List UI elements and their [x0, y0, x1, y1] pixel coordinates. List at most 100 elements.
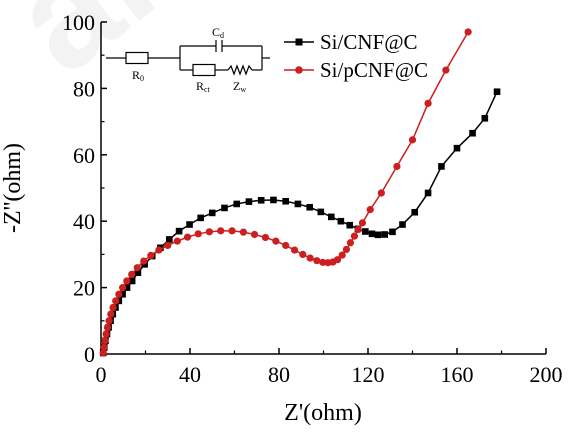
legend-label-si-cnf: Si/CNF@C	[320, 30, 418, 54]
data-point-si-pcnf-c	[164, 241, 172, 250]
data-point-si-cnf-c	[208, 209, 216, 217]
x-tick-label: 0	[96, 362, 107, 387]
data-point-si-pcnf-c	[217, 227, 225, 235]
x-tick-label: 200	[530, 362, 563, 387]
data-point-si-cnf-c	[411, 208, 419, 216]
data-point-si-cnf-c	[438, 163, 445, 170]
y-axis-title: -Z''(ohm)	[0, 143, 26, 233]
legend-marker-square	[295, 38, 303, 46]
legend-marker-circle	[295, 66, 303, 74]
data-point-si-pcnf-c	[346, 239, 355, 247]
data-point-si-pcnf-c	[228, 227, 236, 235]
data-point-si-pcnf-c	[424, 99, 432, 107]
circuit-labels: R0 Cd Rct Zw	[132, 25, 246, 94]
equivalent-circuit-inset	[106, 40, 270, 77]
data-point-si-pcnf-c	[123, 277, 131, 285]
data-point-si-pcnf-c	[272, 237, 280, 245]
data-point-si-cnf-c	[317, 208, 325, 216]
data-point-si-pcnf-c	[290, 246, 299, 254]
data-point-si-cnf-c	[175, 227, 183, 235]
data-point-si-cnf-c	[368, 230, 376, 238]
data-point-si-cnf-c	[399, 221, 406, 228]
data-point-si-pcnf-c	[354, 225, 362, 234]
data-point-si-pcnf-c	[140, 257, 148, 265]
data-point-si-pcnf-c	[342, 245, 351, 254]
data-point-si-pcnf-c	[107, 310, 115, 318]
data-point-si-cnf-c	[294, 200, 302, 208]
data-point-si-pcnf-c	[299, 250, 307, 258]
r0-resistor-icon	[125, 51, 149, 65]
data-point-si-cnf-c	[337, 217, 345, 225]
data-point-si-cnf-c	[453, 144, 461, 152]
data-point-si-cnf-c	[381, 231, 388, 238]
data-point-si-cnf-c	[362, 228, 369, 235]
data-point-si-cnf-c	[245, 198, 253, 205]
x-axis-title: Z'(ohm)	[284, 400, 362, 426]
data-point-si-cnf-c	[481, 114, 489, 122]
data-point-si-pcnf-c	[194, 230, 202, 238]
data-point-si-cnf-c	[306, 203, 314, 211]
data-point-si-pcnf-c	[250, 230, 259, 239]
data-point-si-pcnf-c	[442, 66, 450, 74]
x-tick-label: 80	[268, 362, 290, 387]
data-point-si-pcnf-c	[319, 258, 327, 266]
cd-label: Cd	[212, 25, 224, 40]
data-point-si-pcnf-c	[261, 233, 270, 242]
data-point-si-pcnf-c	[313, 257, 321, 265]
data-point-si-pcnf-c	[183, 233, 192, 241]
y-tick-label: 100	[62, 10, 95, 35]
x-tick-label: 40	[179, 362, 201, 387]
data-point-si-pcnf-c	[282, 241, 290, 250]
data-point-si-cnf-c	[257, 196, 265, 204]
y-tick-label: 60	[73, 143, 95, 168]
data-point-si-cnf-c	[469, 129, 476, 137]
rct-label: Rct	[196, 79, 211, 94]
legend-item-si-cnf: Si/CNF@C	[284, 30, 418, 54]
data-point-si-pcnf-c	[205, 228, 213, 236]
x-tick-label: 160	[441, 362, 474, 387]
data-point-si-pcnf-c	[133, 264, 141, 272]
y-tick-label: 40	[73, 209, 95, 234]
legend-label-si-pcnf: Si/pCNF@C	[320, 58, 428, 82]
data-point-si-cnf-c	[197, 214, 204, 222]
r0-label: R0	[132, 68, 144, 83]
data-point-si-pcnf-c	[115, 290, 123, 298]
data-point-si-pcnf-c	[377, 189, 385, 197]
data-point-si-cnf-c	[186, 221, 193, 228]
data-point-si-pcnf-c	[338, 251, 346, 259]
data-point-si-cnf-c	[123, 284, 131, 291]
data-point-si-pcnf-c	[99, 349, 107, 357]
data-point-si-cnf-c	[282, 197, 289, 205]
data-point-si-cnf-c	[327, 213, 335, 221]
data-point-si-cnf-c	[166, 236, 173, 243]
data-point-si-pcnf-c	[102, 330, 110, 338]
warburg-element-icon	[227, 64, 253, 76]
y-tick-label: 0	[84, 342, 95, 367]
data-point-si-cnf-c	[221, 204, 228, 212]
x-tick-label: 120	[352, 362, 385, 387]
y-tick-label: 80	[73, 76, 95, 101]
data-point-si-pcnf-c	[128, 270, 136, 278]
data-point-si-pcnf-c	[393, 162, 401, 171]
data-point-si-pcnf-c	[101, 337, 109, 345]
zw-label: Zw	[233, 79, 246, 94]
data-point-si-pcnf-c	[350, 232, 359, 240]
series-line-si-cnf-c	[102, 91, 498, 354]
data-point-si-pcnf-c	[155, 246, 163, 254]
data-point-si-pcnf-c	[366, 205, 374, 214]
data-point-si-pcnf-c	[306, 254, 314, 262]
data-point-si-cnf-c	[346, 221, 354, 229]
data-point-si-cnf-c	[119, 290, 126, 298]
legend: Si/CNF@C Si/pCNF@C	[284, 30, 428, 82]
data-point-si-cnf-c	[128, 277, 136, 285]
data-point-si-pcnf-c	[112, 297, 120, 305]
data-point-si-pcnf-c	[333, 256, 342, 264]
data-point-si-cnf-c	[493, 88, 501, 96]
legend-item-si-pcnf: Si/pCNF@C	[284, 58, 428, 82]
data-point-si-cnf-c	[389, 228, 396, 236]
data-point-si-cnf-c	[374, 231, 382, 239]
data-point-si-cnf-c	[270, 196, 277, 204]
data-point-si-cnf-c	[134, 269, 142, 276]
data-point-si-pcnf-c	[464, 28, 472, 36]
